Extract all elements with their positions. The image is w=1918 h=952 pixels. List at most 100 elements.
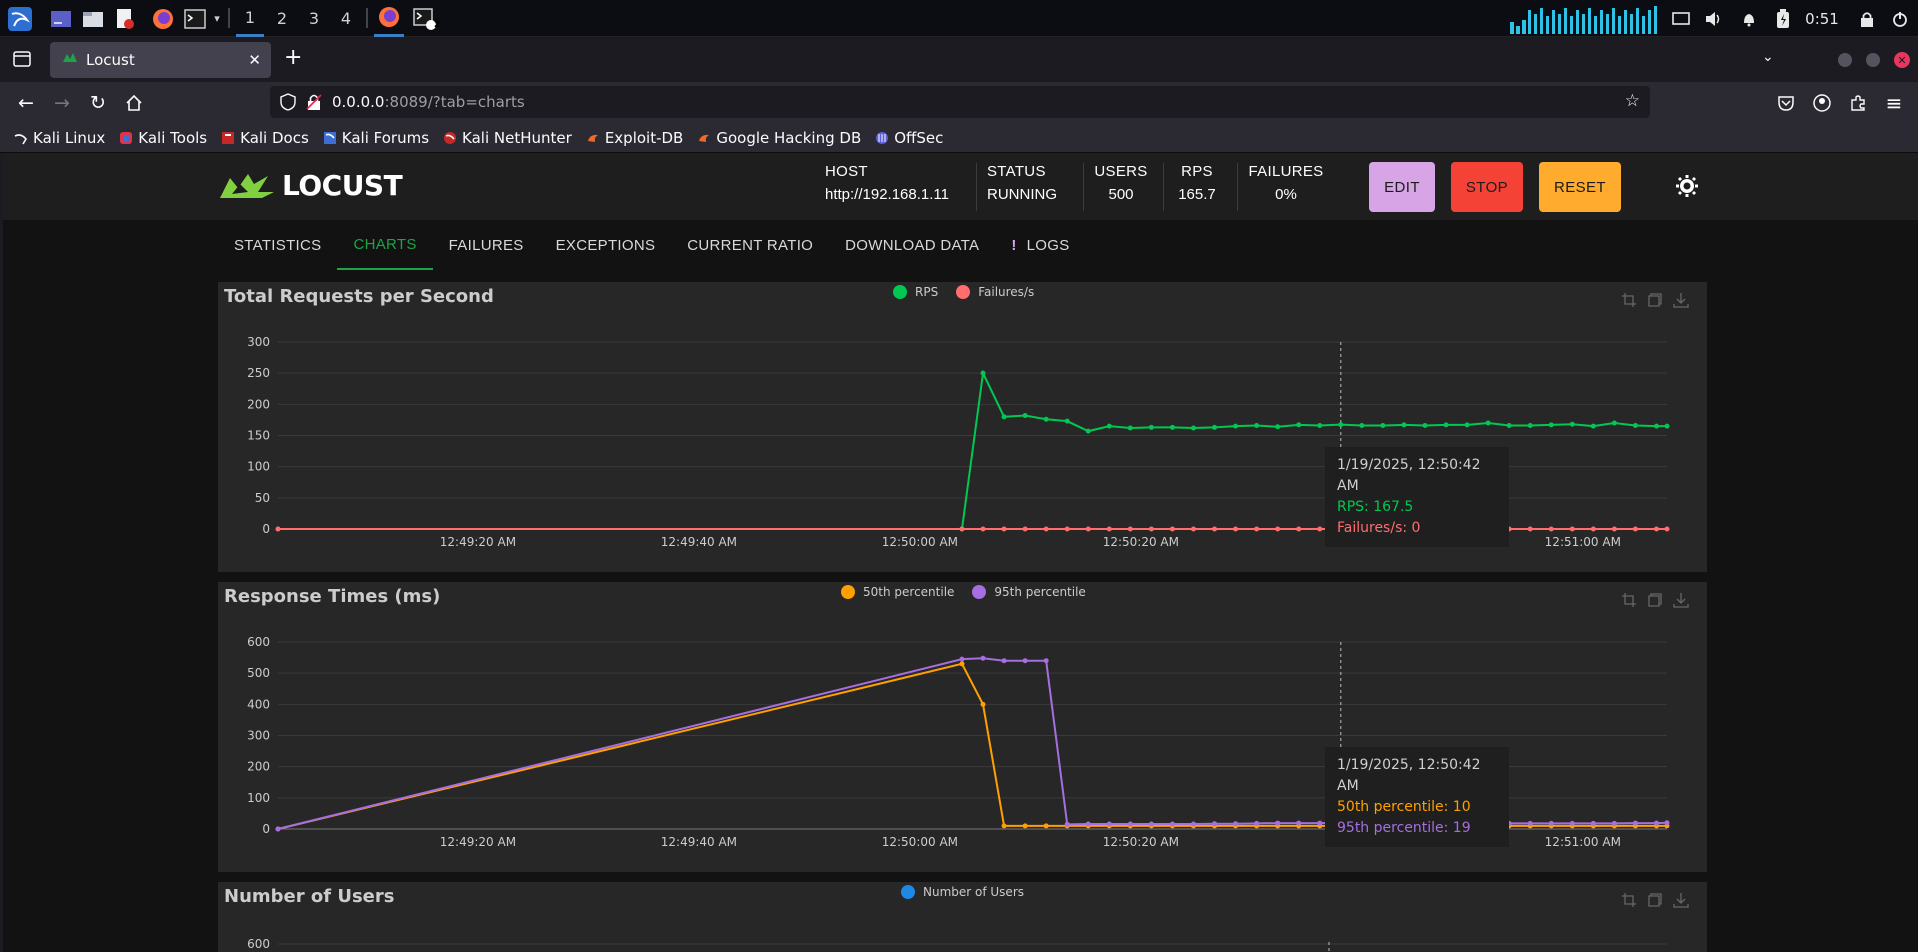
zoom-icon[interactable] (1621, 592, 1637, 608)
firefox-icon[interactable] (150, 0, 176, 37)
legend-item-rps[interactable]: RPS (893, 285, 938, 299)
data-point (1611, 526, 1617, 532)
maximize-icon[interactable] (1866, 53, 1880, 67)
legend-dot (841, 585, 855, 599)
stat-title: RPS (1181, 163, 1213, 180)
data-point (1506, 423, 1512, 429)
url-bar[interactable]: 0.0.0.0:8089/?tab=charts ☆ (270, 86, 1650, 118)
tab-failures[interactable]: FAILURES (448, 236, 524, 254)
workspace-1[interactable]: 1 (236, 0, 264, 37)
zoom-icon[interactable] (1621, 892, 1637, 908)
theme-toggle-icon[interactable] (1675, 174, 1699, 202)
zoom-reset-icon[interactable] (1647, 592, 1663, 608)
close-window-icon[interactable]: ✕ (1894, 52, 1910, 68)
data-point (1317, 820, 1323, 826)
tab-logs[interactable]: ! LOGS (995, 220, 1085, 270)
tab-download-data[interactable]: DOWNLOAD DATA (845, 236, 980, 254)
stat-divider (1083, 163, 1084, 211)
chart-plot-area[interactable]: 0 50 100 150 200 250 300 12:49:20 AM 12:49:40 AM… (218, 282, 1707, 572)
bookmark-kali-tools[interactable]: Kali Tools (119, 129, 207, 147)
extensions-icon[interactable] (1840, 82, 1876, 123)
tab-statistics[interactable]: STATISTICS (234, 236, 322, 254)
app-menu-icon[interactable]: ≡ (1885, 90, 1903, 115)
lock-icon[interactable] (1856, 0, 1878, 37)
legend-item-p95[interactable]: 95th percentile (972, 585, 1086, 599)
pocket-icon[interactable] (1768, 82, 1804, 123)
bookmark-exploit-db[interactable]: Exploit-DB (586, 129, 683, 147)
edit-button[interactable]: EDIT (1369, 162, 1435, 212)
data-point (1527, 423, 1533, 429)
notifications-icon[interactable] (1736, 0, 1762, 37)
kali-menu-icon[interactable] (4, 0, 36, 37)
chart-plot-area[interactable]: 600 (218, 882, 1707, 952)
data-point (1190, 526, 1196, 532)
tab-exceptions[interactable]: EXCEPTIONS (555, 236, 656, 254)
download-icon[interactable] (1673, 292, 1689, 308)
y-tick-label: 0 (262, 522, 270, 536)
legend-item-users[interactable]: Number of Users (901, 885, 1024, 899)
data-point (1106, 821, 1112, 827)
bookmark-offsec[interactable]: OffSec (875, 129, 943, 147)
zoom-reset-icon[interactable] (1647, 292, 1663, 308)
file-manager-icon[interactable] (80, 0, 106, 37)
text-editor-icon[interactable] (112, 0, 138, 37)
desktop-icon[interactable] (48, 0, 74, 37)
battery-icon[interactable] (1770, 0, 1796, 37)
workspace-3[interactable]: 3 (308, 9, 320, 28)
forward-icon[interactable]: → (54, 91, 70, 114)
data-point (1664, 526, 1670, 532)
bookmark-star-icon[interactable]: ☆ (1624, 91, 1640, 111)
terminal-dropdown-icon[interactable]: ▾ (214, 12, 220, 25)
terminal-window-button[interactable]: 2 (410, 0, 440, 37)
bookmark-label: Kali Docs (240, 128, 309, 147)
bookmark-kali-linux[interactable]: Kali Linux (14, 129, 105, 147)
data-point (1127, 425, 1133, 431)
stat-host: HOST http://192.168.1.11 (825, 163, 975, 213)
power-icon[interactable] (1888, 0, 1912, 37)
clock[interactable]: 0:51 (1805, 9, 1839, 28)
logs-alert-icon: ! (1011, 236, 1017, 254)
home-icon[interactable] (116, 82, 152, 123)
display-icon[interactable] (1668, 0, 1694, 37)
minimize-icon[interactable] (1838, 53, 1852, 67)
stop-button[interactable]: STOP (1451, 162, 1523, 212)
data-point (1380, 423, 1386, 429)
reset-button[interactable]: RESET (1539, 162, 1621, 212)
workspace-4[interactable]: 4 (340, 9, 352, 28)
tab-current-ratio[interactable]: CURRENT RATIO (687, 236, 814, 254)
terminal-icon[interactable] (182, 0, 208, 37)
volume-icon[interactable] (1700, 0, 1726, 37)
chart-legend: Number of Users (901, 885, 1024, 899)
firefox-window-button[interactable] (374, 0, 404, 37)
data-point (1043, 658, 1049, 664)
page-info-icon[interactable] (306, 93, 322, 115)
tab-charts[interactable]: CHARTS (337, 220, 433, 270)
legend-item-p50[interactable]: 50th percentile (841, 585, 954, 599)
account-icon[interactable] (1804, 82, 1840, 123)
shield-icon[interactable] (280, 93, 296, 115)
locust-logo[interactable]: LOCUST (218, 169, 403, 202)
legend-label: 95th percentile (994, 585, 1086, 599)
legend-item-failures[interactable]: Failures/s (956, 285, 1034, 299)
bookmark-kali-docs[interactable]: Kali Docs (221, 129, 309, 147)
zoom-reset-icon[interactable] (1647, 892, 1663, 908)
bookmark-google-hacking-db[interactable]: Google Hacking DB (697, 129, 861, 147)
back-icon[interactable]: ← (18, 91, 34, 114)
list-tabs-icon[interactable]: ⌄ (1762, 49, 1774, 65)
bookmark-kali-forums[interactable]: Kali Forums (323, 129, 429, 147)
download-icon[interactable] (1673, 592, 1689, 608)
tooltip-line-failures: Failures/s: 0 (1337, 520, 1421, 536)
new-tab-icon[interactable]: + (284, 45, 303, 70)
close-tab-icon[interactable]: ✕ (248, 51, 261, 69)
tab-title: Locust (86, 51, 135, 69)
data-point (1064, 821, 1070, 827)
reload-icon[interactable]: ↻ (90, 91, 106, 114)
tab-overview-icon[interactable] (12, 49, 32, 73)
download-icon[interactable] (1673, 892, 1689, 908)
y-tick-label: 400 (247, 697, 270, 711)
zoom-icon[interactable] (1621, 292, 1637, 308)
nethunter-icon (444, 131, 457, 144)
bookmark-kali-nethunter[interactable]: Kali NetHunter (443, 129, 572, 147)
workspace-2[interactable]: 2 (276, 9, 288, 28)
browser-tab-locust[interactable]: Locust ✕ (50, 42, 271, 78)
